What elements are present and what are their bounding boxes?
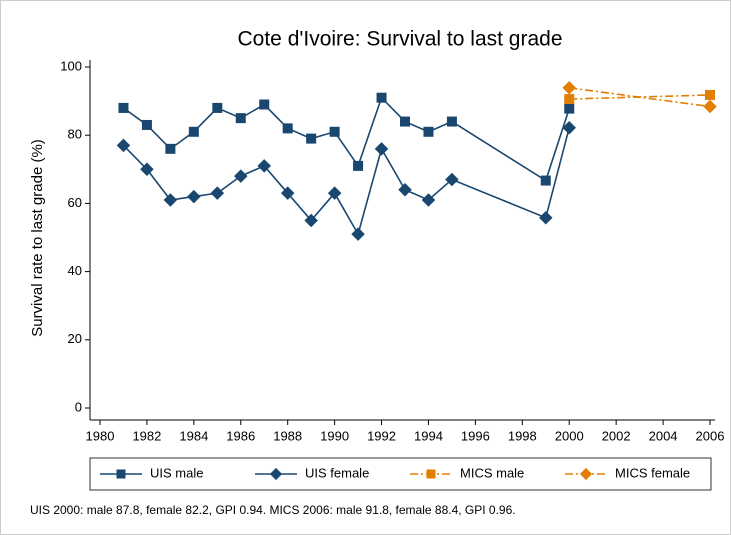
x-tick-label: 1984 bbox=[179, 428, 208, 443]
marker bbox=[540, 175, 551, 186]
marker bbox=[329, 126, 340, 137]
x-tick-label: 2002 bbox=[602, 428, 631, 443]
marker bbox=[705, 89, 715, 100]
x-tick-label: 1998 bbox=[508, 428, 537, 443]
marker bbox=[282, 123, 293, 134]
marker bbox=[280, 186, 295, 200]
marker bbox=[257, 159, 271, 173]
marker bbox=[562, 81, 576, 95]
x-tick-label: 1986 bbox=[226, 428, 255, 443]
marker bbox=[234, 169, 248, 183]
marker bbox=[165, 143, 176, 154]
marker bbox=[212, 102, 223, 113]
legend-label: MICS male bbox=[460, 465, 524, 480]
x-tick-label: 2004 bbox=[649, 428, 678, 443]
y-tick-label: 20 bbox=[68, 331, 82, 346]
marker bbox=[564, 103, 575, 114]
y-axis-label: Survival rate to last grade (%) bbox=[29, 139, 46, 337]
x-tick-label: 2006 bbox=[696, 428, 725, 443]
marker bbox=[353, 160, 364, 171]
y-tick-label: 60 bbox=[68, 195, 82, 210]
x-tick-label: 1982 bbox=[132, 428, 161, 443]
marker bbox=[562, 120, 576, 135]
legend-marker bbox=[426, 469, 436, 479]
note: UIS 2000: male 87.8, female 82.2, GPI 0.… bbox=[30, 503, 516, 517]
marker bbox=[421, 193, 436, 207]
marker bbox=[306, 133, 317, 144]
x-tick-label: 2000 bbox=[555, 428, 584, 443]
marker bbox=[398, 183, 412, 197]
marker bbox=[376, 92, 387, 103]
marker bbox=[327, 186, 342, 200]
marker bbox=[351, 227, 365, 241]
legend-marker bbox=[116, 469, 126, 479]
legend-box bbox=[89, 457, 712, 491]
marker bbox=[374, 142, 389, 156]
marker bbox=[188, 126, 199, 137]
x-tick-label: 1996 bbox=[461, 428, 490, 443]
legend-label: MICS female bbox=[615, 465, 690, 480]
marker bbox=[304, 213, 318, 228]
marker bbox=[210, 186, 225, 200]
marker bbox=[423, 126, 434, 137]
x-tick-label: 1988 bbox=[273, 428, 302, 443]
x-tick-label: 1990 bbox=[320, 428, 349, 443]
marker bbox=[445, 172, 459, 187]
legend-marker bbox=[579, 467, 593, 481]
y-tick-label: 0 bbox=[75, 399, 82, 414]
legend-label: UIS female bbox=[305, 465, 369, 480]
legend-label: UIS male bbox=[150, 465, 203, 480]
marker bbox=[187, 189, 201, 204]
y-tick-label: 40 bbox=[68, 263, 82, 278]
marker bbox=[259, 99, 270, 110]
marker bbox=[116, 138, 131, 153]
marker bbox=[141, 119, 152, 130]
marker bbox=[118, 102, 129, 113]
series-line bbox=[569, 87, 711, 108]
marker bbox=[539, 210, 553, 225]
legend-marker bbox=[269, 467, 283, 481]
x-tick-label: 1992 bbox=[367, 428, 396, 443]
x-tick-label: 1980 bbox=[86, 428, 115, 443]
y-tick-label: 80 bbox=[68, 127, 82, 142]
x-tick-label: 1994 bbox=[414, 428, 443, 443]
marker bbox=[703, 99, 717, 114]
marker bbox=[163, 193, 178, 207]
marker bbox=[400, 116, 410, 127]
marker bbox=[446, 116, 457, 127]
marker bbox=[235, 113, 246, 124]
chart-title: Cote d'Ivoire: Survival to last grade bbox=[238, 28, 563, 51]
marker bbox=[564, 94, 575, 105]
y-tick-label: 100 bbox=[60, 58, 82, 73]
marker bbox=[140, 162, 154, 177]
